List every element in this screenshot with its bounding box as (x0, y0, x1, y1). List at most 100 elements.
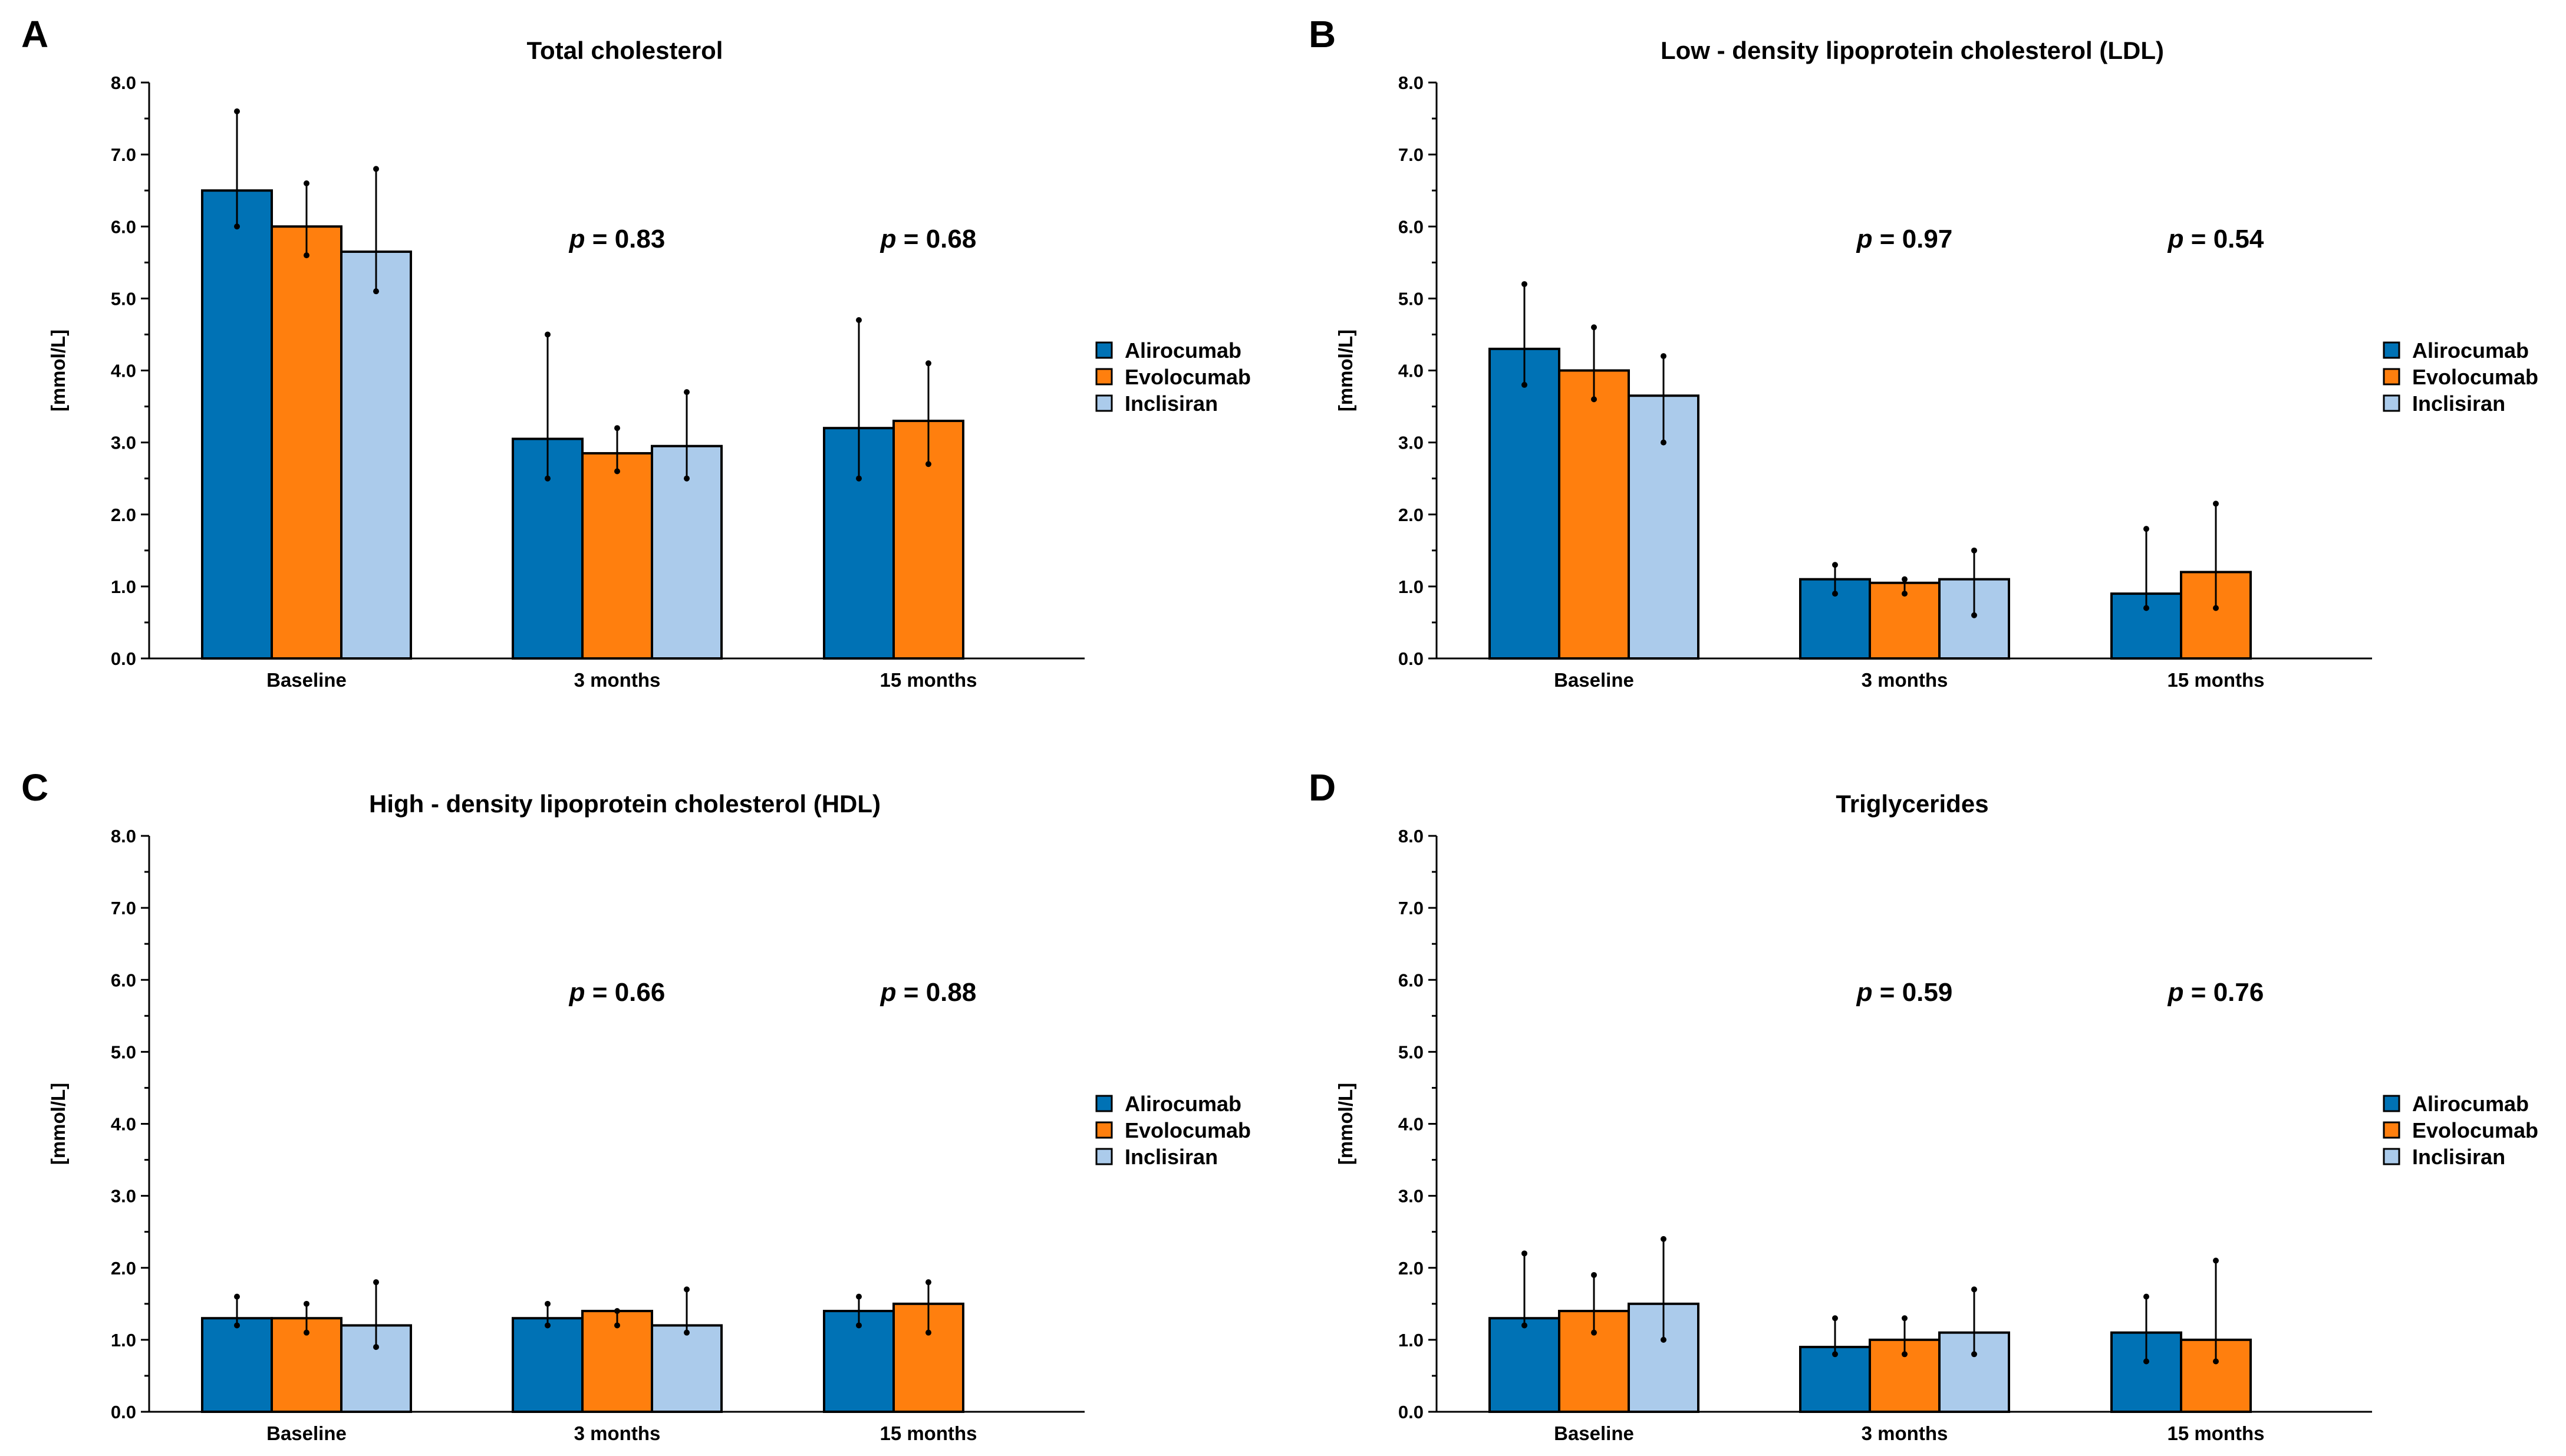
bar-alirocumab (1488, 347, 1560, 660)
error-cap-low (614, 468, 620, 475)
y-axis-label: [mmol/L] (1335, 1083, 1356, 1165)
legend-swatch-alirocumab (2383, 341, 2400, 359)
p-symbol: p (569, 225, 585, 253)
legend-swatch-evolocumab (1095, 1121, 1113, 1139)
error-cap-high (2143, 526, 2149, 532)
p-value: = 0.59 (1873, 978, 1953, 1007)
error-cap-high (1971, 547, 1977, 554)
p-symbol: p (2168, 978, 2184, 1007)
y-tick-label: 8.0 (1398, 826, 1424, 846)
legend-swatch-inclisiran (1095, 394, 1113, 412)
error-cap-low (614, 1322, 620, 1329)
y-tick-label: 7.0 (111, 144, 136, 165)
y-tick-label: 1.0 (1398, 1330, 1424, 1350)
y-tick-label: 4.0 (111, 361, 136, 381)
p-symbol: p (880, 978, 897, 1007)
error-cap-high (2143, 1293, 2149, 1300)
error-cap-high (925, 1279, 931, 1286)
error-cap-high (684, 389, 690, 396)
y-tick-label: 8.0 (1398, 73, 1424, 93)
error-cap-high (1521, 281, 1527, 287)
y-tick-label: 0.0 (111, 1402, 136, 1422)
error-cap-high (545, 1300, 551, 1307)
error-cap-high (304, 180, 309, 186)
p-value-annotation: p = 0.66 (569, 978, 666, 1007)
error-cap-low (234, 1322, 240, 1329)
error-cap-low (373, 288, 379, 295)
error-cap-high (1591, 324, 1597, 331)
y-tick-label: 5.0 (1398, 1042, 1424, 1062)
y-tick-label: 0.0 (111, 648, 136, 669)
error-cap-high (684, 1286, 690, 1293)
y-tick-label: 3.0 (1398, 433, 1424, 453)
legend-label: Evolocumab (1125, 365, 1251, 389)
category-label: Baseline (266, 669, 347, 691)
y-tick-label: 0.0 (1398, 648, 1424, 669)
error-cap-high (856, 317, 862, 324)
bar-evolocumab (271, 225, 342, 660)
panel-letter: B (1309, 13, 1336, 55)
legend-label: Evolocumab (1125, 1118, 1251, 1142)
error-cap-low (684, 1329, 690, 1336)
error-cap-high (925, 360, 931, 367)
error-cap-low (373, 1344, 379, 1350)
error-cap-high (1902, 1315, 1908, 1322)
error-cap-high (1902, 576, 1908, 582)
y-tick-label: 2.0 (111, 1258, 136, 1279)
y-tick-label: 4.0 (111, 1114, 136, 1135)
error-cap-high (1591, 1271, 1597, 1278)
bar-alirocumab (1488, 1317, 1560, 1413)
y-tick-label: 1.0 (111, 577, 136, 597)
p-value-annotation: p = 0.88 (880, 978, 977, 1007)
error-cap-high (304, 1300, 309, 1307)
chart-title: Triglycerides (1836, 790, 1988, 818)
y-tick-label: 1.0 (1398, 577, 1424, 597)
error-cap-low (925, 1329, 931, 1336)
bar-inclisiran (651, 444, 723, 660)
panel-letter: D (1309, 766, 1336, 809)
error-cap-high (545, 331, 551, 338)
legend-swatch-evolocumab (1095, 368, 1113, 386)
p-value: = 0.54 (2184, 225, 2264, 253)
error-cap-low (1591, 1329, 1597, 1336)
chart-panel-a: A Total cholesterol [mmol/L] 0.0 1.0 2.0 3.0 4.… (21, 13, 1251, 691)
panel-letter: C (21, 766, 48, 809)
y-tick-label: 5.0 (111, 288, 136, 309)
bar-alirocumab (512, 1317, 584, 1413)
p-value: = 0.76 (2184, 978, 2264, 1007)
error-cap-low (304, 1329, 309, 1336)
legend-label: Inclisiran (1125, 1145, 1218, 1169)
y-tick-label: 5.0 (111, 1042, 136, 1062)
error-cap-high (1832, 1315, 1838, 1322)
p-value-annotation: p = 0.54 (2168, 225, 2264, 253)
legend-label: Inclisiran (1125, 391, 1218, 416)
panel-letter: A (21, 13, 48, 55)
legend-swatch-alirocumab (1095, 341, 1113, 359)
p-value-annotation: p = 0.59 (1856, 978, 1953, 1007)
category-label: 3 months (574, 1422, 661, 1444)
y-tick-label: 6.0 (111, 970, 136, 990)
bar-evolocumab (1558, 369, 1630, 660)
error-cap-high (1661, 353, 1666, 360)
y-tick-label: 2.0 (1398, 505, 1424, 525)
p-value-annotation: p = 0.68 (880, 225, 977, 253)
error-cap-low (1832, 591, 1838, 597)
error-cap-low (1521, 381, 1527, 388)
p-value-annotation: p = 0.83 (569, 225, 666, 253)
legend-swatch-inclisiran (1095, 1148, 1113, 1165)
y-tick-label: 2.0 (1398, 1258, 1424, 1279)
y-tick-label: 3.0 (111, 433, 136, 453)
error-cap-low (545, 475, 551, 482)
error-cap-low (1971, 1351, 1977, 1358)
error-cap-low (2143, 1358, 2149, 1365)
y-tick-label: 2.0 (111, 505, 136, 525)
error-cap-low (304, 252, 309, 259)
p-value: = 0.88 (897, 978, 977, 1007)
category-label: 15 months (2167, 1422, 2264, 1444)
category-label: Baseline (1554, 1422, 1634, 1444)
legend-label: Alirocumab (1125, 338, 1241, 363)
error-cap-high (614, 1308, 620, 1315)
y-axis-label: [mmol/L] (1335, 330, 1356, 411)
bar-inclisiran (340, 250, 412, 660)
bar-inclisiran (1938, 1331, 2010, 1413)
